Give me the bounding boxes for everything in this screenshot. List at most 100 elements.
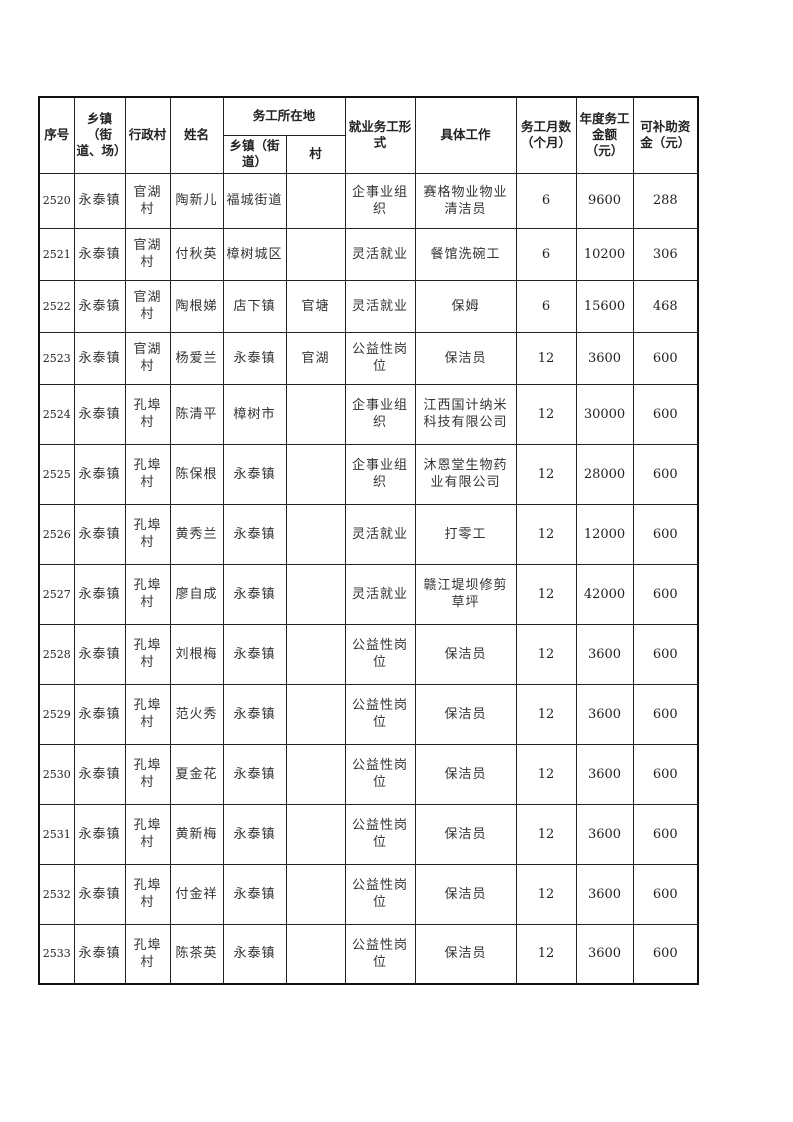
table-row: 2521 永泰镇 官湖村 付秋英 樟树城区 灵活就业 餐馆洗碗工 6 10200 306 [38, 227, 699, 281]
cell-subsidy: 600 [632, 503, 699, 565]
cell-work-village [285, 743, 346, 805]
cell-village: 孔埠村 [124, 623, 171, 685]
cell-income: 42000 [575, 563, 634, 625]
cell-village: 孔埠村 [124, 923, 171, 985]
cell-name: 刘根梅 [169, 623, 224, 685]
cell-subsidy: 600 [632, 443, 699, 505]
cell-name: 范火秀 [169, 683, 224, 745]
table-row: 2526 永泰镇 孔埠村 黄秀兰 永泰镇 灵活就业 打零工 12 12000 600 [38, 503, 699, 565]
cell-form: 企事业组织 [344, 172, 416, 229]
cell-village: 官湖村 [124, 227, 171, 281]
cell-months: 12 [515, 863, 577, 925]
subsidy-table: 序号 乡镇（街道、场） 行政村 姓名 务工所在地 就业务工形式 具体工作 务工月… [38, 96, 700, 985]
cell-seq: 2526 [38, 503, 75, 565]
cell-name: 黄秀兰 [169, 503, 224, 565]
cell-village: 孔埠村 [124, 803, 171, 865]
cell-subsidy: 600 [632, 863, 699, 925]
cell-months: 12 [515, 623, 577, 685]
cell-job: 保洁员 [414, 863, 517, 925]
cell-town: 永泰镇 [73, 279, 126, 333]
cell-form: 灵活就业 [344, 503, 416, 565]
header-village: 行政村 [124, 96, 171, 174]
cell-job: 保姆 [414, 279, 517, 333]
cell-town: 永泰镇 [73, 503, 126, 565]
table-row: 2524 永泰镇 孔埠村 陈清平 樟树市 企事业组织 江西国计纳米科技有限公司 12 30000… [38, 383, 699, 445]
cell-job: 保洁员 [414, 331, 517, 385]
cell-town: 永泰镇 [73, 863, 126, 925]
cell-town: 永泰镇 [73, 803, 126, 865]
cell-form: 公益性岗位 [344, 923, 416, 985]
cell-job: 打零工 [414, 503, 517, 565]
cell-work-village [285, 923, 346, 985]
cell-months: 6 [515, 279, 577, 333]
cell-work-town: 永泰镇 [222, 863, 287, 925]
cell-work-village [285, 563, 346, 625]
cell-town: 永泰镇 [73, 443, 126, 505]
cell-town: 永泰镇 [73, 563, 126, 625]
cell-village: 孔埠村 [124, 443, 171, 505]
cell-months: 12 [515, 443, 577, 505]
cell-seq: 2528 [38, 623, 75, 685]
cell-subsidy: 600 [632, 383, 699, 445]
cell-work-town: 永泰镇 [222, 503, 287, 565]
cell-seq: 2522 [38, 279, 75, 333]
cell-income: 3600 [575, 623, 634, 685]
cell-town: 永泰镇 [73, 331, 126, 385]
cell-work-town: 永泰镇 [222, 443, 287, 505]
cell-work-village [285, 803, 346, 865]
cell-seq: 2527 [38, 563, 75, 625]
cell-work-village [285, 623, 346, 685]
table-body: 2520 永泰镇 官湖村 陶新儿 福城街道 企事业组织 赛格物业物业清洁员 6 9600 288 2… [38, 172, 699, 985]
cell-job: 沐恩堂生物药业有限公司 [414, 443, 517, 505]
cell-seq: 2520 [38, 172, 75, 229]
cell-subsidy: 468 [632, 279, 699, 333]
cell-name: 杨爱兰 [169, 331, 224, 385]
table-row: 2527 永泰镇 孔埠村 廖自成 永泰镇 灵活就业 赣江堤坝修剪草坪 12 42000 600 [38, 563, 699, 625]
cell-months: 6 [515, 227, 577, 281]
table-row: 2528 永泰镇 孔埠村 刘根梅 永泰镇 公益性岗位 保洁员 12 3600 600 [38, 623, 699, 685]
cell-form: 灵活就业 [344, 563, 416, 625]
cell-work-town: 永泰镇 [222, 683, 287, 745]
table-row: 2522 永泰镇 官湖村 陶根娣 店下镇 官塘 灵活就业 保姆 6 15600 468 [38, 279, 699, 333]
cell-job: 保洁员 [414, 803, 517, 865]
cell-income: 3600 [575, 923, 634, 985]
cell-town: 永泰镇 [73, 683, 126, 745]
cell-town: 永泰镇 [73, 227, 126, 281]
cell-subsidy: 600 [632, 623, 699, 685]
cell-months: 12 [515, 331, 577, 385]
cell-form: 企事业组织 [344, 443, 416, 505]
cell-job: 保洁员 [414, 923, 517, 985]
cell-income: 15600 [575, 279, 634, 333]
cell-job: 赛格物业物业清洁员 [414, 172, 517, 229]
table-row: 2523 永泰镇 官湖村 杨爱兰 永泰镇 官湖 公益性岗位 保洁员 12 3600 600 [38, 331, 699, 385]
cell-work-town: 永泰镇 [222, 331, 287, 385]
cell-income: 10200 [575, 227, 634, 281]
cell-months: 12 [515, 803, 577, 865]
cell-income: 3600 [575, 683, 634, 745]
cell-job: 保洁员 [414, 683, 517, 745]
cell-town: 永泰镇 [73, 743, 126, 805]
cell-village: 孔埠村 [124, 503, 171, 565]
cell-seq: 2531 [38, 803, 75, 865]
cell-work-town: 永泰镇 [222, 923, 287, 985]
cell-subsidy: 600 [632, 803, 699, 865]
cell-town: 永泰镇 [73, 383, 126, 445]
cell-form: 公益性岗位 [344, 683, 416, 745]
cell-work-village [285, 443, 346, 505]
cell-form: 公益性岗位 [344, 743, 416, 805]
cell-village: 孔埠村 [124, 863, 171, 925]
table-row: 2529 永泰镇 孔埠村 范火秀 永泰镇 公益性岗位 保洁员 12 3600 600 [38, 683, 699, 745]
cell-subsidy: 600 [632, 683, 699, 745]
cell-income: 12000 [575, 503, 634, 565]
cell-seq: 2530 [38, 743, 75, 805]
header-work-village: 村 [285, 134, 346, 174]
cell-subsidy: 288 [632, 172, 699, 229]
cell-name: 陶新儿 [169, 172, 224, 229]
cell-village: 孔埠村 [124, 563, 171, 625]
cell-town: 永泰镇 [73, 923, 126, 985]
cell-job: 江西国计纳米科技有限公司 [414, 383, 517, 445]
cell-village: 官湖村 [124, 279, 171, 333]
cell-name: 黄新梅 [169, 803, 224, 865]
cell-work-town: 永泰镇 [222, 563, 287, 625]
table-row: 2532 永泰镇 孔埠村 付金祥 永泰镇 公益性岗位 保洁员 12 3600 600 [38, 863, 699, 925]
